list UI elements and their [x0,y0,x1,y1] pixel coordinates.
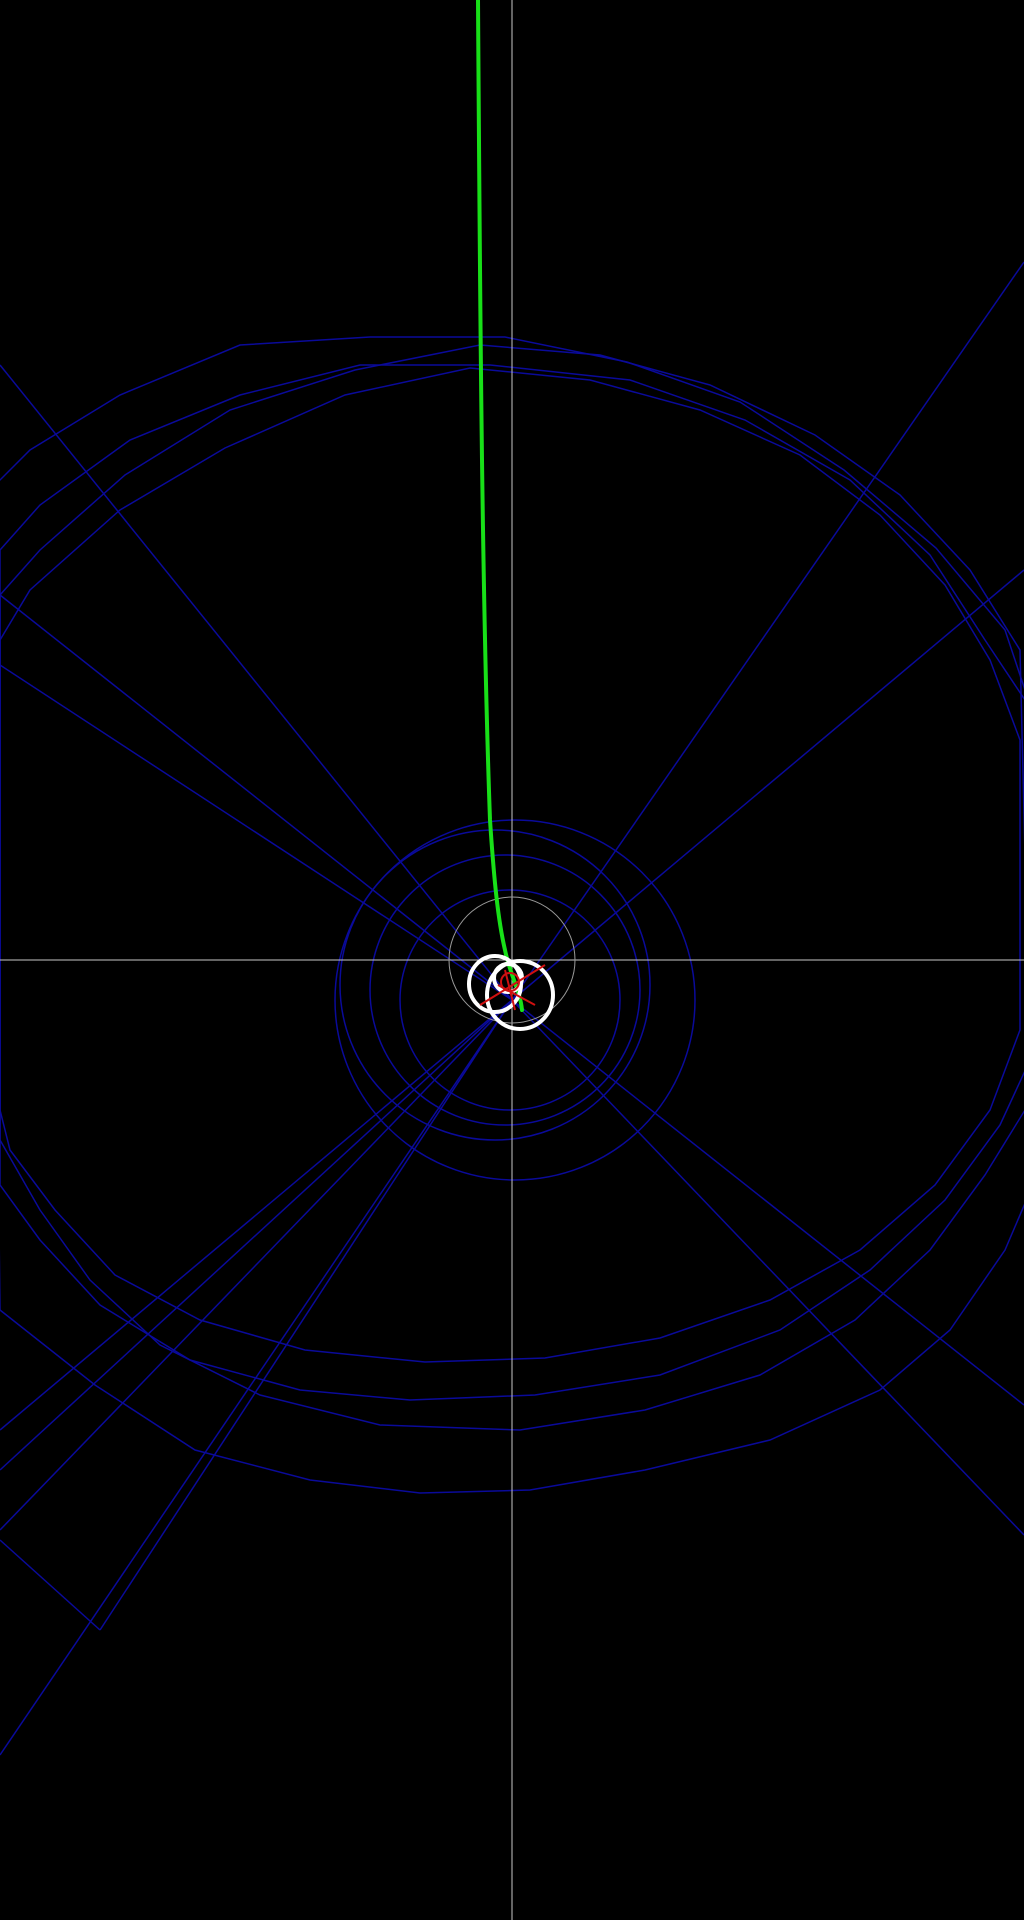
spoke-3 [511,999,1024,1406]
inner-ring-1 [399,889,621,1111]
spoke-12 [99,999,513,1631]
trajectory-path [476,0,524,1012]
inner-ring-3 [339,829,651,1141]
outer-ring-1 [0,336,1024,1494]
reference-ring [448,896,576,1024]
outer-ring-4 [0,367,1021,1363]
inner-ring-2 [369,854,641,1126]
spoke-13 [0,1539,101,1631]
spoke-4 [511,999,1024,1536]
spoke-7 [0,999,513,1471]
wireframe-grid [0,261,1024,1756]
orbit-loop-2 [485,959,555,1031]
spoke-2 [511,569,1024,1001]
spoke-6 [0,999,513,1531]
spoke-10 [0,664,513,1001]
outer-ring-2 [0,364,1024,1431]
spoke-5 [0,999,513,1756]
spoke-1 [511,261,1024,1001]
marker-line-2 [497,984,536,1006]
spoke-8 [0,364,513,1001]
red-markers [479,964,546,1011]
marker-line-3 [504,969,516,1011]
spoke-11 [0,999,513,1431]
marker-line-1 [479,964,546,1006]
spoke-9 [0,594,513,1001]
outer-ring-3 [0,344,1024,1401]
inner-ring-4 [334,819,696,1181]
